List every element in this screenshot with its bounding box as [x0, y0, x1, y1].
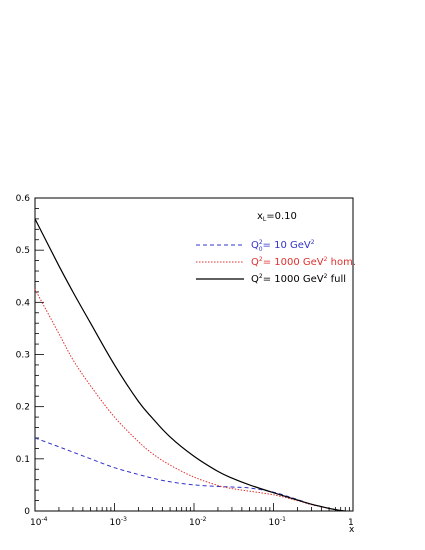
- y-tick-label: 0.3: [16, 351, 30, 361]
- legend-unit-sup: 2: [324, 256, 328, 263]
- y-axis: 0 0.1 0.2 0.3 0.4 0.5 0.6: [16, 194, 44, 517]
- series-lines: [34, 218, 346, 512]
- legend-label-hom: Q2= 1000 GeV2 hom.: [251, 256, 356, 268]
- annotation-main: x: [257, 211, 263, 222]
- legend-value: = 1000 GeV: [263, 274, 324, 285]
- legend-q-sup: 2: [259, 256, 263, 263]
- x-tick-exponent: -3: [121, 516, 127, 523]
- x-tick-base: 10: [269, 518, 281, 528]
- annotation-rest: =0.10: [266, 211, 297, 222]
- x-tick-base: 1: [348, 518, 354, 528]
- legend-q-sup: 2: [259, 239, 263, 246]
- legend-unit-sup: 2: [311, 239, 315, 246]
- y-tick-label: 0.6: [16, 194, 31, 204]
- annotation-sub: L: [263, 216, 267, 223]
- legend-tail: hom.: [327, 257, 356, 268]
- legend-q: Q: [251, 257, 259, 268]
- x-tick-label: 10-1: [269, 516, 287, 528]
- x-tick-base: 10: [189, 518, 201, 528]
- x-tick-exponent: -4: [41, 516, 47, 523]
- legend-q-sub: 0: [259, 246, 263, 253]
- annotation-xl: xL=0.10: [257, 211, 297, 223]
- x-tick-base: 10: [110, 518, 122, 528]
- legend-q-sup: 2: [259, 273, 263, 280]
- legend-label-full: Q2= 1000 GeV2 full: [251, 273, 346, 285]
- legend-q: Q: [251, 274, 259, 285]
- x-tick-exponent: -2: [200, 516, 206, 523]
- y-tick-label: 0.2: [16, 403, 30, 413]
- x-tick-label: 10-3: [110, 516, 128, 528]
- y-tick-label: 0.1: [16, 455, 30, 465]
- x-axis: 10-4 10-3 10-2 10-1 1: [30, 503, 354, 528]
- y-tick-label: 0: [24, 507, 30, 517]
- legend-tail: full: [327, 274, 346, 285]
- legend-q: Q: [251, 240, 259, 251]
- y-tick-label: 0.4: [16, 298, 31, 308]
- legend-value: = 10 GeV: [263, 240, 311, 251]
- legend-unit-sup: 2: [324, 273, 328, 280]
- x-tick-label: 1: [348, 518, 354, 528]
- x-tick-label: 10-2: [189, 516, 207, 528]
- series-line-hom: [34, 289, 346, 512]
- x-tick-base: 10: [30, 518, 42, 528]
- legend-value: = 1000 GeV: [263, 257, 324, 268]
- series-line-full: [34, 218, 346, 512]
- x-tick-label: 10-4: [30, 516, 48, 528]
- x-tick-exponent: -1: [280, 516, 286, 523]
- x-axis-label: x: [349, 525, 355, 535]
- y-tick-label: 0.5: [16, 246, 30, 256]
- legend-label-q0: Q2 0= 10 GeV2: [251, 239, 315, 253]
